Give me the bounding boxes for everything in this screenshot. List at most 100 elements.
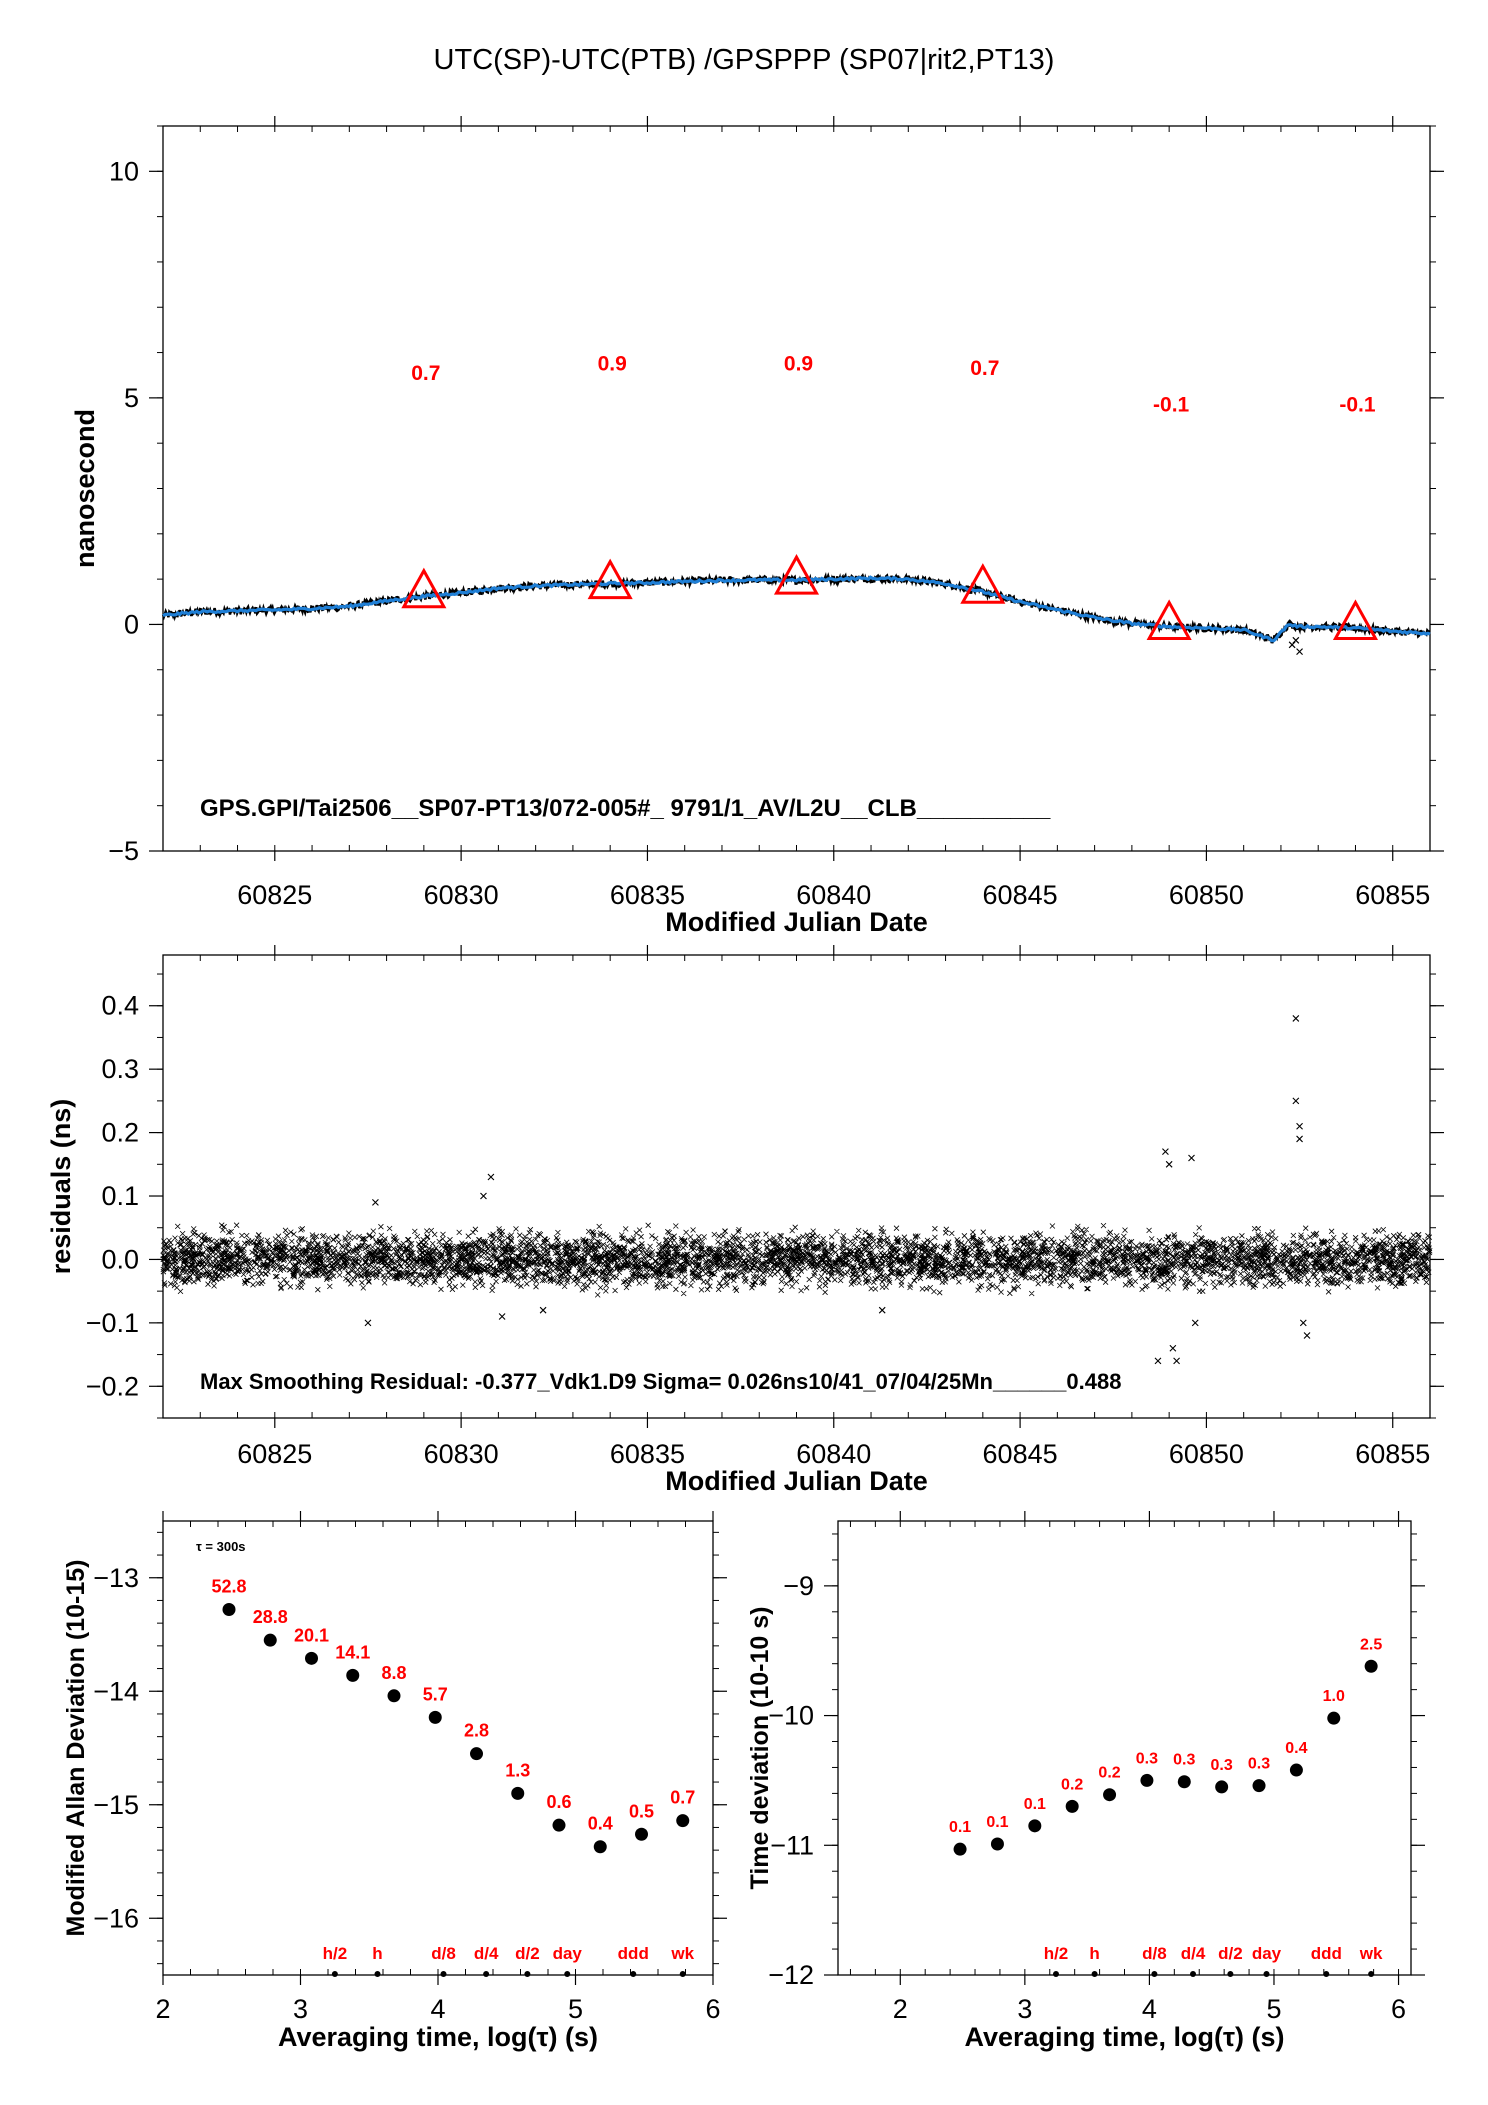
allan-reference-label: day bbox=[553, 1944, 583, 1963]
time-deviation-panel: 2 3 4 5 6 −12 −11 −10 −9 Averaging time, log(τ) (… bbox=[746, 1511, 1425, 2052]
residual-outlier-point bbox=[364, 1319, 372, 1327]
allan-value-label: 5.7 bbox=[423, 1684, 448, 1704]
allan-reference-label: ddd bbox=[618, 1944, 649, 1963]
tdev-reference-mark bbox=[1052, 1971, 1059, 1977]
time-series-y-tick-label: 10 bbox=[109, 156, 139, 186]
tdev-reference-label: d/2 bbox=[1218, 1944, 1243, 1963]
tdev-value-label: 1.0 bbox=[1323, 1688, 1345, 1705]
residual-outlier-point bbox=[1173, 1357, 1180, 1365]
allan-reference-mark bbox=[374, 1971, 381, 1977]
tdev-value-label: 0.2 bbox=[1098, 1765, 1120, 1782]
calibration-value-label: 0.9 bbox=[598, 353, 627, 376]
residual-outlier-point bbox=[1154, 1357, 1162, 1365]
calibration-triangle bbox=[1332, 599, 1379, 640]
tdev-point bbox=[1103, 1788, 1117, 1802]
time-series-y-axis-title: nanosecond bbox=[70, 409, 100, 568]
tdev-value-label: 0.2 bbox=[1061, 1776, 1083, 1793]
tdev-point bbox=[1177, 1775, 1191, 1789]
residual-outlier-point bbox=[878, 1306, 886, 1314]
residual-outlier-point bbox=[1165, 1160, 1173, 1168]
time-series-frame bbox=[162, 125, 1431, 852]
residual-outlier-point bbox=[480, 1192, 487, 1200]
allan-x-tick-label: 6 bbox=[705, 1994, 720, 2024]
tdev-y-tick-label: −12 bbox=[768, 1960, 814, 1990]
allan-point bbox=[552, 1818, 566, 1832]
tdev-x-tick-label: 4 bbox=[1142, 1994, 1157, 2024]
allan-reference-mark bbox=[630, 1971, 637, 1977]
residual-outlier-point bbox=[1292, 1015, 1300, 1022]
page-title: UTC(SP)-UTC(PTB) /GPSPPP (SP07|rit2,PT13… bbox=[433, 44, 1055, 76]
tdev-frame bbox=[837, 1520, 1412, 1976]
calibration-triangle bbox=[401, 567, 447, 609]
allan-point bbox=[470, 1747, 483, 1761]
allan-point bbox=[263, 1633, 277, 1647]
allan-point bbox=[305, 1651, 318, 1665]
tdev-x-tick-label: 5 bbox=[1266, 1994, 1281, 2024]
tdev-reference-label: h bbox=[1089, 1944, 1099, 1963]
residual-outlier-point bbox=[1292, 1097, 1300, 1105]
tdev-value-label: 0.1 bbox=[1024, 1796, 1046, 1813]
time-series-y-tick-label: 0 bbox=[124, 609, 139, 639]
tdev-x-tick-label: 6 bbox=[1391, 1994, 1406, 2024]
time-series-x-tick-label: 60840 bbox=[796, 880, 871, 910]
tdev-reference-label: d/8 bbox=[1142, 1944, 1167, 1963]
allan-reference-mark bbox=[331, 1971, 338, 1977]
time-series-y-tick-label: −5 bbox=[108, 836, 139, 866]
allan-deviation-panel: 2 3 4 5 6 −16 −15 −14 −13 Averaging time, log(τ) … bbox=[62, 1511, 727, 2052]
tdev-x-tick-label: 2 bbox=[893, 1994, 908, 2024]
calibration-value-label: -0.1 bbox=[1339, 393, 1376, 416]
residuals-y-axis-title: residuals (ns) bbox=[46, 1099, 76, 1275]
tdev-point bbox=[1289, 1763, 1303, 1777]
calibration-value-label: -0.1 bbox=[1153, 393, 1190, 416]
tdev-value-label: 2.5 bbox=[1360, 1636, 1382, 1653]
allan-point bbox=[222, 1603, 236, 1617]
smoothed-data-line bbox=[162, 575, 1431, 643]
residuals-y-tick-label: 0.2 bbox=[101, 1118, 139, 1148]
residual-outlier-point bbox=[1296, 1135, 1303, 1143]
allan-reference-label: h/2 bbox=[323, 1944, 348, 1963]
allan-point bbox=[346, 1668, 360, 1682]
residuals-x-tick-label: 60825 bbox=[237, 1439, 312, 1469]
tdev-reference-label: ddd bbox=[1311, 1944, 1342, 1963]
time-series-panel: 60825 60830 60835 60840 60845 60850 60855 −5 0 5 1… bbox=[70, 116, 1444, 937]
residual-outlier-point bbox=[1169, 1344, 1177, 1352]
residuals-x-tick-label: 60855 bbox=[1355, 1439, 1430, 1469]
allan-point bbox=[428, 1710, 442, 1724]
residual-outlier-point bbox=[1162, 1148, 1169, 1156]
tdev-x-tick-label: 3 bbox=[1017, 1994, 1032, 2024]
tdev-reference-mark bbox=[1151, 1971, 1158, 1977]
tdev-value-label: 0.1 bbox=[949, 1819, 971, 1836]
allan-point bbox=[387, 1689, 401, 1703]
allan-x-tick-label: 3 bbox=[293, 1994, 308, 2024]
tdev-reference-mark bbox=[1227, 1971, 1234, 1977]
tdev-value-label: 0.3 bbox=[1211, 1757, 1233, 1774]
tdev-reference-mark bbox=[1368, 1971, 1375, 1977]
allan-y-tick-label: −14 bbox=[93, 1676, 139, 1706]
allan-value-label: 20.1 bbox=[294, 1625, 329, 1645]
allan-value-label: 14.1 bbox=[335, 1642, 370, 1662]
allan-reference-label: d/8 bbox=[431, 1944, 456, 1963]
residual-outlier-point bbox=[1188, 1154, 1195, 1162]
allan-point bbox=[635, 1827, 648, 1841]
allan-value-label: 28.8 bbox=[253, 1607, 288, 1627]
tdev-reference-mark bbox=[1263, 1971, 1270, 1977]
allan-x-axis-title: Averaging time, log(τ) (s) bbox=[278, 2022, 598, 2052]
residuals-x-tick-label: 60850 bbox=[1169, 1439, 1244, 1469]
residual-outlier-point bbox=[498, 1313, 506, 1320]
tdev-reference-label: wk bbox=[1359, 1944, 1383, 1963]
allan-reference-label: d/2 bbox=[515, 1944, 540, 1963]
allan-value-label: 8.8 bbox=[381, 1663, 406, 1683]
time-series-x-tick-label: 60850 bbox=[1169, 880, 1244, 910]
tdev-point bbox=[1028, 1819, 1042, 1833]
allan-y-axis-title: Modified Allan Deviation (10-15) bbox=[62, 1560, 90, 1937]
residual-outlier-point bbox=[539, 1306, 547, 1314]
tdev-point bbox=[1252, 1779, 1266, 1793]
time-series-x-tick-label: 60835 bbox=[610, 880, 685, 910]
allan-y-tick-label: −15 bbox=[93, 1790, 139, 1820]
residual-outlier-point bbox=[1303, 1332, 1311, 1339]
time-series-y-tick-label: 5 bbox=[124, 383, 139, 413]
allan-reference-label: h bbox=[372, 1944, 382, 1963]
outlier-point bbox=[1292, 636, 1300, 644]
residuals-y-tick-label: 0.1 bbox=[101, 1181, 139, 1211]
